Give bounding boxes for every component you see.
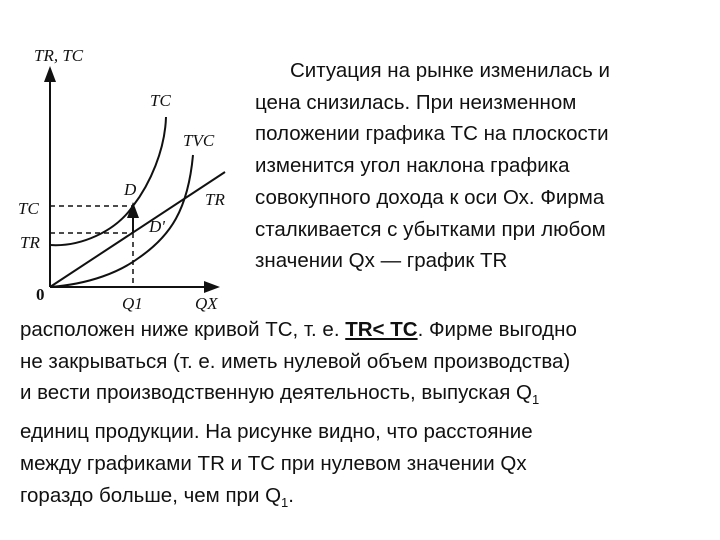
text-line: Ситуация на рынке изменилась и	[290, 59, 611, 82]
text-line: положении графика ТС на плоскости	[255, 122, 609, 146]
origin-label: 0	[36, 285, 45, 304]
text-span: гораздо больше, чем при Q	[20, 483, 282, 507]
text-line: единиц продукции. На рисунке видно, что …	[20, 420, 533, 444]
text-line: между графиками TR и ТС при нулевом знач…	[20, 451, 527, 475]
subscript: 1	[281, 494, 289, 510]
bottom-paragraph: расположен ниже кривой ТС, т. е. TR< ТС.…	[20, 314, 710, 518]
text-line: не закрываться (т. е. иметь нулевой объе…	[20, 349, 571, 373]
y-tick-tr-label: TR	[20, 233, 40, 252]
text-span: . Фирме выгодно	[417, 318, 577, 341]
x-axis-label: QX	[195, 294, 218, 313]
text-line: изменится угол наклона графика	[255, 154, 570, 178]
cost-revenue-graph: TR, TC TC TVC TR D D' TC TR 0 Q1 QX	[18, 46, 226, 313]
y-axis-label: TR, TC	[34, 46, 84, 65]
text-span: и вести производственную деятельность, в…	[20, 381, 532, 405]
text-line: гораздо больше, чем при Q1.	[20, 480, 710, 519]
point-d-prime-label: D'	[148, 217, 165, 236]
text-line: сталкивается с убытками при любом	[255, 217, 606, 241]
point-d-label: D	[123, 180, 137, 199]
tr-line	[49, 171, 226, 288]
subscript: 1	[531, 392, 540, 408]
tvc-curve-label: TVC	[183, 131, 215, 150]
text-line: цена снизилась. При неизменном	[255, 90, 577, 114]
text-line: совокупного дохода к оси Ох. Фирма	[255, 185, 605, 209]
tr-less-tc-emphasis: TR< ТС	[345, 318, 418, 341]
text-span: .	[288, 483, 294, 507]
text-line: расположен ниже кривой ТС, т. е. TR< ТС.…	[20, 314, 710, 346]
y-tick-tc-label: TC	[18, 199, 39, 218]
tvc-curve	[49, 154, 194, 288]
text-line: и вести производственную деятельность, в…	[20, 377, 710, 416]
right-paragraph: Ситуация на рынке изменилась и цена сниз…	[255, 55, 715, 277]
q1-label: Q1	[122, 294, 143, 313]
text-line: значении Qx — график TR	[255, 249, 508, 273]
tr-line-label: TR	[205, 190, 225, 209]
tc-curve-label: TC	[150, 91, 171, 110]
text-span: расположен ниже кривой ТС, т. е.	[20, 318, 346, 341]
